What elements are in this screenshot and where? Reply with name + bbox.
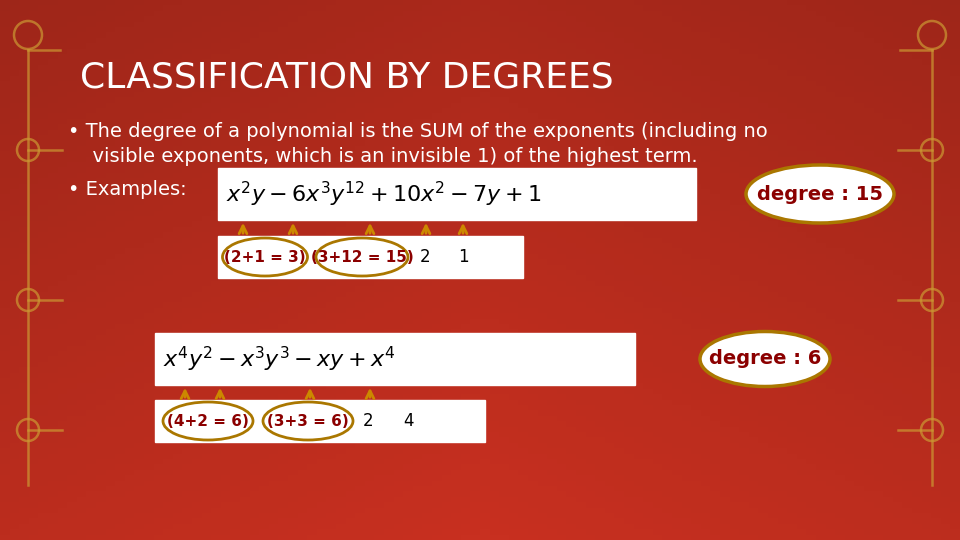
Bar — [155, 400, 485, 442]
Text: degree : 15: degree : 15 — [757, 185, 883, 204]
Text: 2: 2 — [363, 412, 373, 430]
Text: degree : 6: degree : 6 — [708, 349, 821, 368]
Text: (3+3 = 6): (3+3 = 6) — [267, 414, 348, 429]
Bar — [218, 236, 523, 278]
Bar — [218, 168, 696, 220]
Text: visible exponents, which is an invisible 1) of the highest term.: visible exponents, which is an invisible… — [80, 147, 698, 166]
Text: (2+1 = 3): (2+1 = 3) — [225, 249, 306, 265]
Text: (4+2 = 6): (4+2 = 6) — [167, 414, 249, 429]
Bar — [155, 333, 635, 385]
Ellipse shape — [316, 238, 408, 276]
Text: 2: 2 — [420, 248, 430, 266]
Ellipse shape — [700, 332, 830, 387]
Text: 4: 4 — [403, 412, 413, 430]
Ellipse shape — [223, 238, 307, 276]
Text: (3+12 = 15): (3+12 = 15) — [311, 249, 414, 265]
Text: 1: 1 — [458, 248, 468, 266]
Text: • Examples:: • Examples: — [68, 180, 186, 199]
Text: • The degree of a polynomial is the SUM of the exponents (including no: • The degree of a polynomial is the SUM … — [68, 122, 768, 141]
Ellipse shape — [263, 402, 353, 440]
Ellipse shape — [163, 402, 253, 440]
Text: $x^2y - 6x^3y^{12} + 10x^2 - 7y + 1$: $x^2y - 6x^3y^{12} + 10x^2 - 7y + 1$ — [226, 179, 541, 208]
Text: $x^4y^2 - x^3y^3 - xy + x^4$: $x^4y^2 - x^3y^3 - xy + x^4$ — [163, 345, 396, 374]
Text: CLASSIFICATION BY DEGREES: CLASSIFICATION BY DEGREES — [80, 60, 613, 94]
Ellipse shape — [746, 165, 894, 223]
